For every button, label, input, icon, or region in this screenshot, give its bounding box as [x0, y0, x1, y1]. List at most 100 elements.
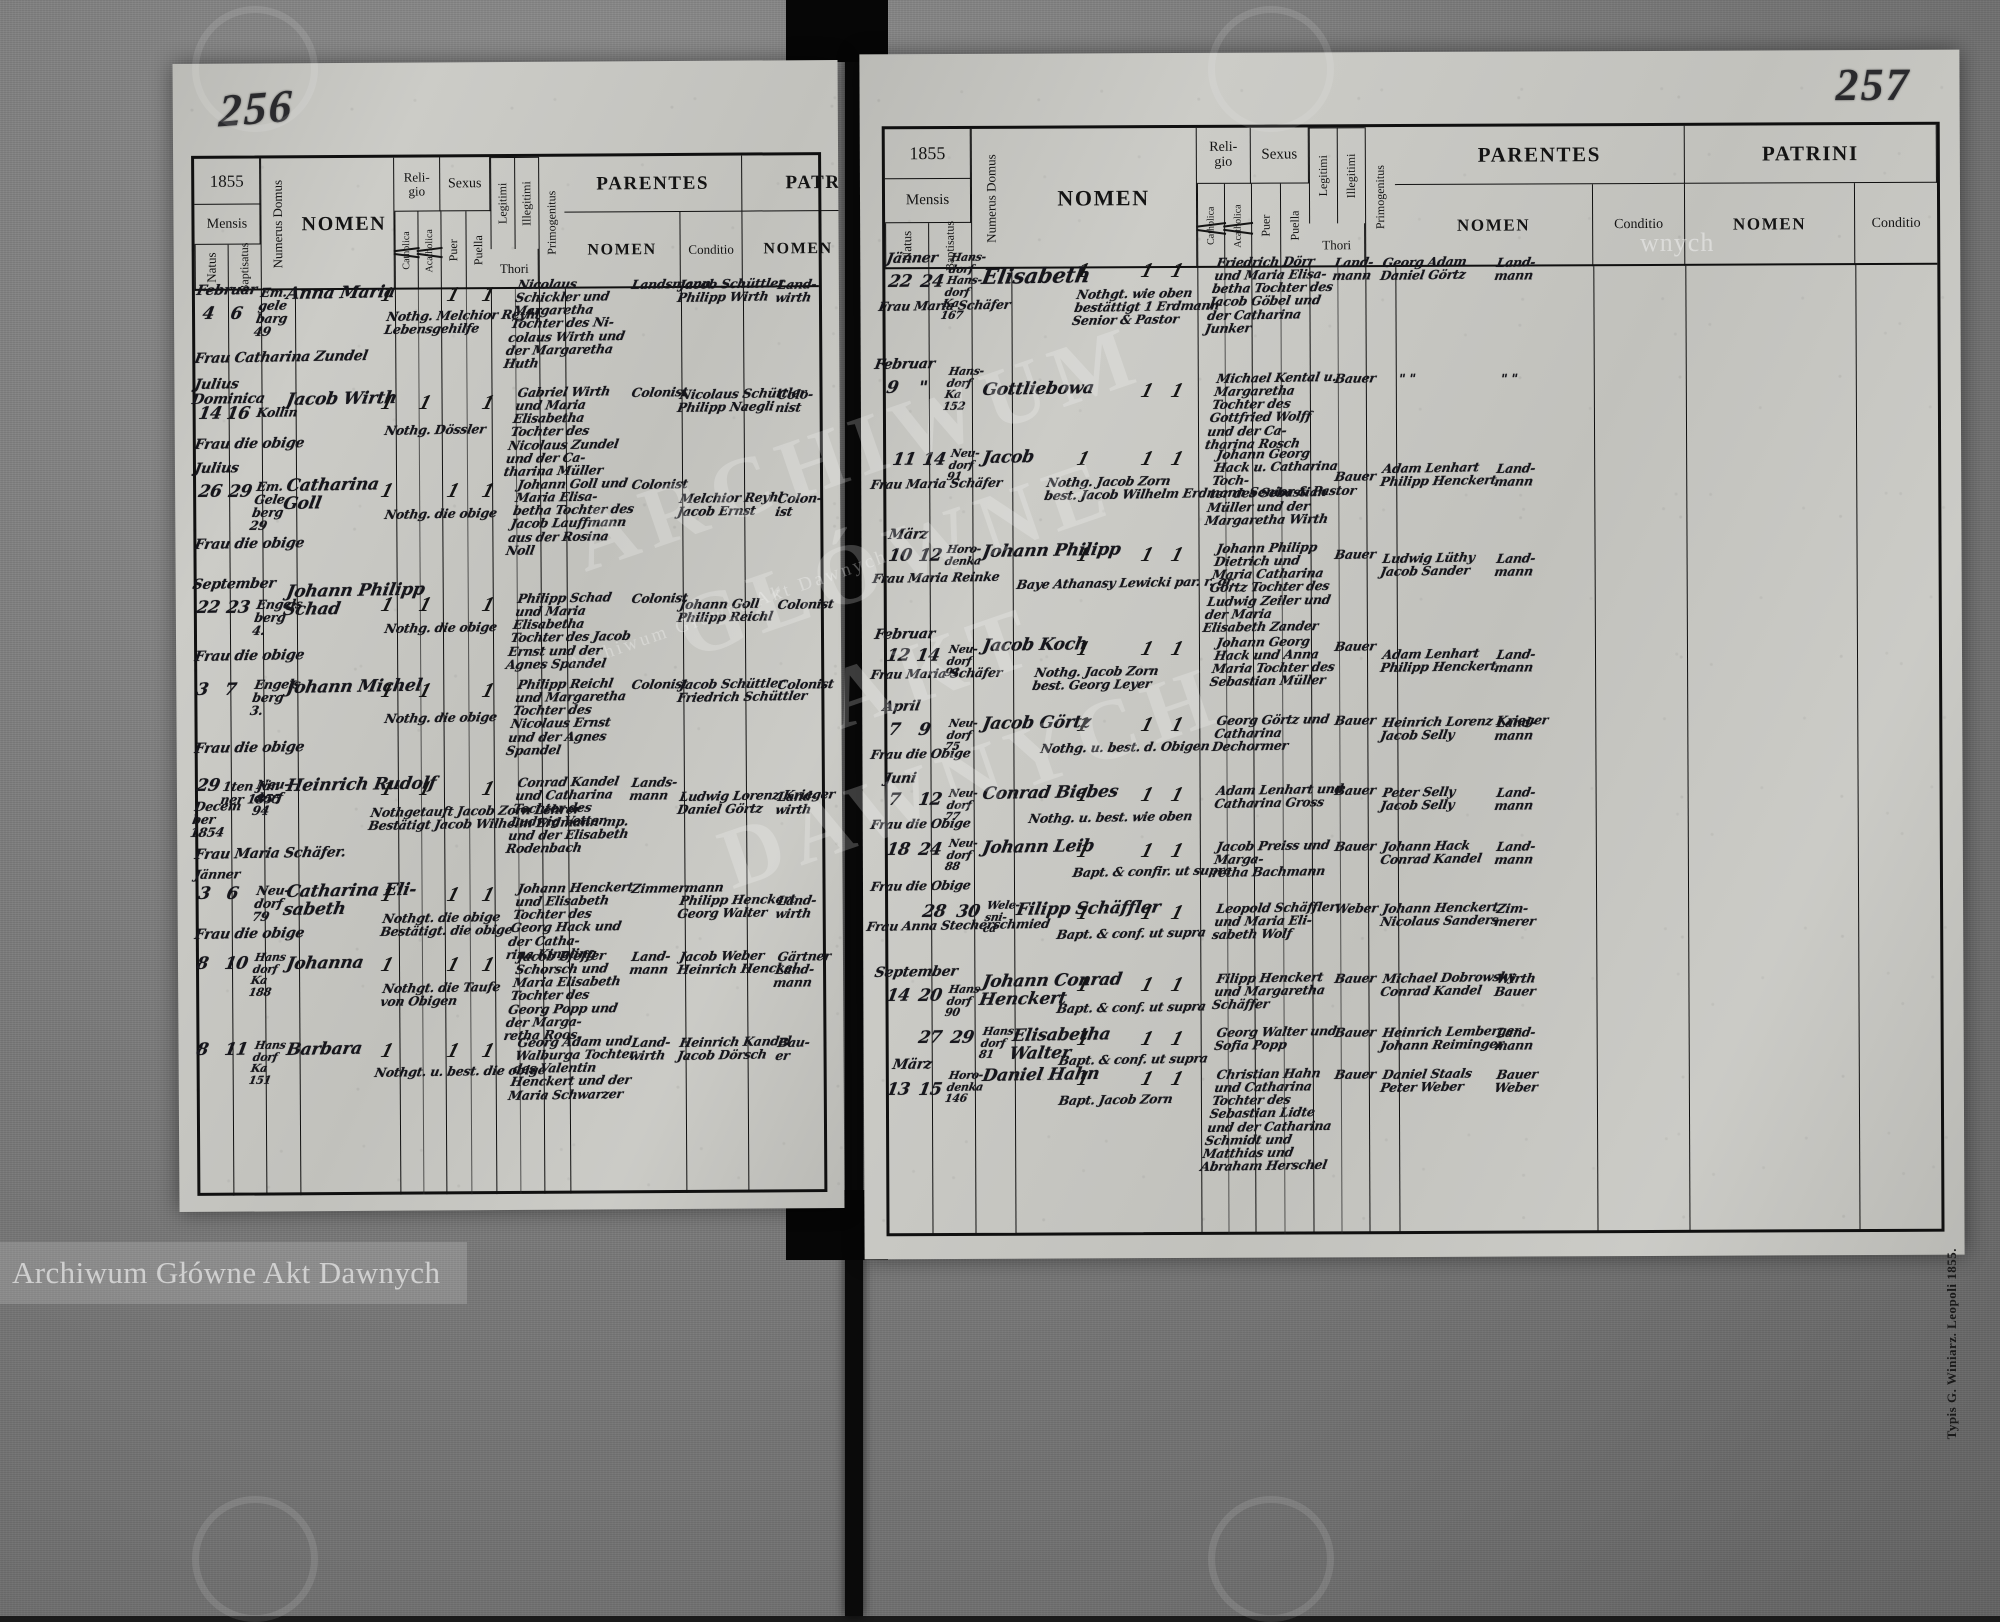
cell-patrini-nomen: Johann Hack Conrad Kandel: [1379, 837, 1483, 868]
cell-baptisatus: 10: [222, 953, 250, 974]
cell-note-sponsor: Nothgt. die Taufe von Obigen: [379, 978, 502, 1010]
cell-parentes-conditio: Bauer: [1333, 1024, 1378, 1040]
cell-margin-note: Frau Anna Stecherschmied: [865, 915, 1052, 934]
cell-note-sponsor: Nothgt. die obige Bestätigt. die obige: [379, 908, 514, 940]
cell-parentes-conditio: Bauer: [1333, 970, 1378, 986]
cell-patrini-conditio: Land- mann: [1493, 460, 1537, 490]
header-numerus-domus: Numerus Domus: [260, 158, 295, 291]
cell-parentes-nomen: Filipp Henckert und Margaretha Schäffer: [1210, 969, 1327, 1013]
cell-baptisatus: 29: [948, 1027, 976, 1048]
header-parentes: PARENTES: [1394, 125, 1685, 186]
cell-margin-note: Frau Catharina Zundel: [193, 347, 369, 367]
cell-note-sponsor: Bapt. & conf. ut supra: [1055, 924, 1208, 942]
cell-baptisatus: 24: [918, 271, 946, 292]
cell-parentes-conditio: Bauer: [1333, 712, 1378, 728]
cell-natus: 10: [886, 545, 914, 566]
cell-mensis: September: [873, 963, 959, 981]
cell-patrini-conditio: Wirth Bauer: [1493, 970, 1537, 1000]
header-year: 1855: [194, 158, 261, 205]
binding-clamp-top: [786, 0, 888, 62]
header-nomen: NOMEN: [1010, 127, 1198, 269]
cell-natus: 22: [194, 597, 222, 618]
cell-mensis: September: [191, 575, 277, 593]
header-puella: Puella: [465, 211, 491, 290]
cell-baptisatus: 14: [914, 645, 942, 666]
col-rule: [1855, 265, 1861, 1232]
cell-nomen: Johann Michel: [284, 675, 424, 698]
header-sexus: Sexus: [440, 157, 491, 212]
cell-parentes-nomen: Johann Georg Hack und Anna Maria Tochter…: [1208, 633, 1336, 690]
cell-mensis: Februar: [873, 355, 937, 373]
cell-parentes-conditio: Land- wirth: [628, 1034, 672, 1064]
header-legitimi: Legitimi: [490, 156, 515, 250]
cell-patrini-conditio: Bauer Weber: [1493, 1066, 1540, 1096]
cell-patrini-conditio: Land- wirth: [774, 788, 818, 818]
cell-note-sponsor: Nothg. Dössler: [383, 421, 487, 438]
cell-note-sponsor: Nothg. Jacob Zorn best. Georg Leyer: [1031, 662, 1160, 694]
cell-patrini-conditio: Colonist: [776, 676, 835, 692]
cell-mensis: Juni: [883, 770, 918, 787]
cell-parentes-nomen: Michael Kental u. Margaretha Tochter des…: [1203, 368, 1338, 452]
cell-margin-note: Frau die Obige: [869, 877, 972, 894]
cell-margin-note: Frau die obige: [193, 435, 306, 453]
cell-domus: Horo- denka 146: [943, 1068, 985, 1106]
cell-parentes-nomen: Georg Görtz und Catharina Dechormer: [1210, 711, 1331, 755]
cell-domus: Horo- denka: [943, 542, 983, 568]
cell-baptisatus: 11: [222, 1039, 250, 1060]
cell-note-sponsor: Bapt. & conf. ut supra: [1055, 998, 1208, 1016]
cell-parentes-nomen: Adam Lenhart und Catharina Gross: [1213, 780, 1345, 812]
cell-baptisatus: 12: [916, 789, 944, 810]
cell-baptisatus: 23: [224, 597, 252, 618]
cell-parentes-nomen: Gabriel Wirth und Maria Elisabetha Tocht…: [502, 383, 620, 479]
cell-natus: 11: [890, 449, 918, 470]
cell-parentes-conditio: Bauer: [1333, 546, 1378, 562]
header-mensis: Mensis: [884, 178, 972, 224]
cell-nomen: Barbara: [284, 1038, 364, 1060]
cell-patrini-conditio: Land- mann: [1493, 784, 1537, 814]
cell-natus: 13: [884, 1079, 912, 1100]
cell-patrini-nomen: Adam Lenhart Philipp Henckert: [1379, 645, 1498, 676]
cell-note-sponsor: Nothgt. wie oben bestättigt 1 Erdmann Se…: [1070, 284, 1221, 329]
cell-note-sponsor: Nothg. die obige: [383, 505, 499, 522]
cell-mensis: März: [887, 526, 930, 543]
cell-natus: 27: [916, 1027, 944, 1048]
cell-margin-note: Frau Maria Schäfer: [877, 296, 1012, 314]
cell-nomen: Catharina Goll: [281, 474, 381, 514]
cell-margin-note: Frau Maria Schäfer: [869, 664, 1004, 682]
cell-nomen: Heinrich Rudolf: [284, 773, 438, 796]
cell-baptisatus: 29: [226, 481, 254, 502]
cell-patrini-conditio: Colo- nist: [774, 386, 815, 416]
cell-parentes-nomen: Conrad Kandel und Catharina Tochter des …: [504, 773, 630, 856]
cell-nomen: Gottliebowa: [980, 378, 1096, 400]
header-patrini-nomen: NOMEN: [1684, 183, 1856, 266]
cell-baptisatus: 24: [916, 839, 944, 860]
cell-parentes-nomen: Georg Adam und Walburga Tochter des Vale…: [507, 1033, 638, 1103]
cell-baptisatus: 15: [916, 1079, 944, 1100]
cell-note-sponsor: Nothg. u. best. wie oben: [1027, 808, 1194, 826]
header-legitimi: Legitimi: [1308, 127, 1338, 224]
header-sexus: Sexus: [1250, 127, 1309, 184]
cell-mensis: Julius: [193, 460, 241, 477]
cell-margin-note: Frau die Obige: [869, 815, 972, 832]
cell-patrini-conditio: Land- wirth: [774, 892, 818, 922]
cell-nomen: Johanna: [284, 952, 366, 974]
cell-natus: 29: [194, 775, 222, 796]
cell-parentes-nomen: Johann Goll und Maria Elisa- betha Tocht…: [504, 475, 636, 558]
col-rule: [1593, 266, 1599, 1233]
cell-natus: 12: [884, 645, 912, 666]
cell-mensis: April: [881, 698, 922, 715]
header-puer: Puer: [440, 211, 466, 290]
cell-parentes-conditio: Bauer: [1333, 782, 1378, 798]
col-rule: [1365, 267, 1371, 1234]
header-primogenitus: Primogenitus: [1364, 127, 1396, 268]
cell-parentes-nomen: Christian Hahn und Catharina Tochter des…: [1199, 1065, 1333, 1174]
cell-baptisatus: 20: [916, 985, 944, 1006]
folio-number-left: 256: [218, 79, 295, 137]
cell-note-sponsor: Baye Athanasy Lewicki par. r. gr.: [1015, 573, 1237, 592]
cell-baptisatus: 12: [916, 545, 944, 566]
cell-mensis: Februar: [873, 625, 937, 643]
cell-patrini-conditio: Land- mann: [1493, 1024, 1537, 1054]
cell-margin-note: Frau die obige: [193, 925, 306, 943]
table-header-right: 1855 Mensis Natus Baptisatus Numerus Dom…: [884, 124, 1938, 271]
cell-margin-note: Frau die obige: [193, 739, 306, 757]
